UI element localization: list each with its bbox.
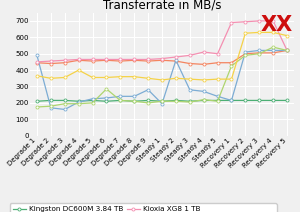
Text: XX: XX	[260, 15, 293, 35]
Title: Transferrate in MB/s: Transferrate in MB/s	[103, 0, 221, 11]
Legend: Kingston DC600M 3.84 TB, Crucial P5 Plus 1 TB, Kioxia Exceria Pro 2 TB, Kioxia X: Kingston DC600M 3.84 TB, Crucial P5 Plus…	[10, 203, 277, 212]
